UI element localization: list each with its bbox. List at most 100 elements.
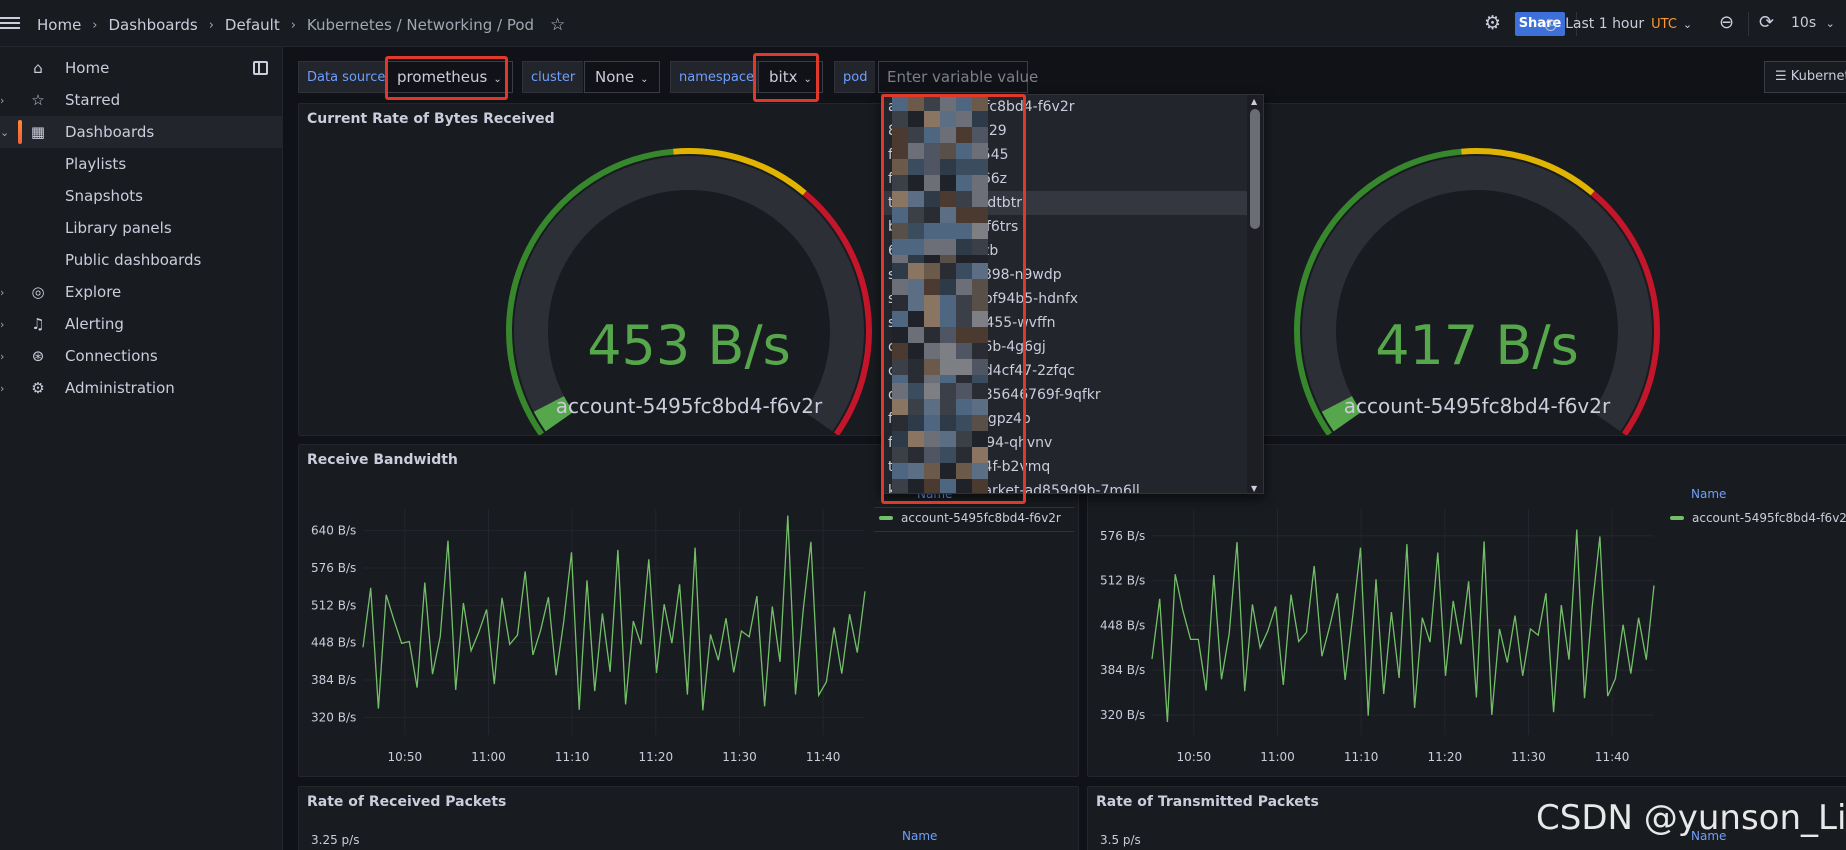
timeseries-panel-transmitted-packets[interactable]: Rate of Transmitted Packets 3.5 p/s Name <box>1087 786 1846 850</box>
datasource-select[interactable]: prometheus ⌄ <box>386 61 513 93</box>
mosaic-pixel <box>972 343 988 359</box>
y-tick-label: 448 B/s <box>311 636 356 650</box>
pod-option[interactable]: kubiex-dax-market-ad859d9b-7m6ll <box>888 483 1140 494</box>
mosaic-pixel <box>972 383 988 399</box>
y-tick-label: 576 B/s <box>311 561 356 575</box>
y-tick-label: 320 B/s <box>311 710 356 724</box>
gauge-threshold-band <box>673 148 807 196</box>
namespace-select[interactable]: bitx ⌄ <box>758 61 823 93</box>
chevron-right-icon[interactable]: › <box>0 93 5 107</box>
sidebar-item-connections[interactable]: › ⊛ Connections <box>0 340 283 372</box>
mosaic-pixel <box>956 295 972 311</box>
mosaic-pixel <box>972 463 988 479</box>
breadcrumb-default[interactable]: Default <box>224 16 280 34</box>
x-tick-label: 11:20 <box>1428 750 1463 764</box>
legend-divider <box>874 507 1074 508</box>
gauge-threshold-band <box>1294 148 1462 435</box>
star-icon[interactable]: ☆ <box>550 15 566 35</box>
panel-title: Current Rate of Bytes Received <box>307 111 555 127</box>
rows-button[interactable]: ☰ Kubernetes <box>1764 61 1846 93</box>
mosaic-pixel <box>956 207 972 223</box>
refresh-interval-picker[interactable]: 10s ⌄ <box>1791 15 1835 31</box>
chevron-down-icon[interactable]: ⌄ <box>0 125 10 139</box>
timeseries-panel-receive-bandwidth[interactable]: Receive Bandwidth 640 B/s 576 B/s 512 B/s 4… <box>298 444 1079 777</box>
sidebar-item-dashboards[interactable]: ⌄ ▦ Dashboards <box>0 116 283 148</box>
sidebar-item-starred[interactable]: › ☆ Starred <box>0 84 283 116</box>
pod-input[interactable]: Enter variable value <box>878 61 1038 93</box>
menu-icon[interactable] <box>0 14 22 36</box>
mosaic-pixel <box>892 295 908 311</box>
mosaic-pixel <box>892 263 908 279</box>
mosaic-pixel <box>972 447 988 463</box>
timeseries-panel-received-packets[interactable]: Rate of Received Packets 3.25 p/s Name <box>298 786 1079 850</box>
mosaic-pixel <box>924 191 940 207</box>
mosaic-pixel <box>940 383 956 399</box>
gear-icon[interactable]: ⚙ <box>1484 12 1502 34</box>
mosaic-pixel <box>924 327 940 343</box>
mosaic-pixel <box>956 343 972 359</box>
chevron-right-icon[interactable]: › <box>0 317 5 331</box>
zoom-out-icon[interactable]: ⊖ <box>1719 12 1735 33</box>
legend-item[interactable]: account-5495fc8bd4-f6v2r <box>879 511 1061 525</box>
sidebar-item-playlists[interactable]: Playlists <box>0 148 283 180</box>
mosaic-pixel <box>892 223 908 239</box>
mosaic-pixel <box>908 399 924 415</box>
y-tick-label: 448 B/s <box>1100 618 1145 632</box>
sidebar-item-home[interactable]: ⌂ Home <box>0 52 283 84</box>
series-line[interactable] <box>362 515 866 711</box>
series-line[interactable] <box>1151 529 1655 723</box>
chevron-right-icon[interactable]: › <box>0 349 5 363</box>
legend-divider <box>874 531 1074 532</box>
breadcrumb-dashboards[interactable]: Dashboards <box>108 16 198 34</box>
scroll-down-icon[interactable]: ▼ <box>1251 484 1258 493</box>
mosaic-pixel <box>924 207 940 223</box>
mosaic-pixel <box>892 143 908 159</box>
sidebar-item-explore[interactable]: › ◎ Explore <box>0 276 283 308</box>
gauge-threshold-band <box>506 148 674 435</box>
legend-item[interactable]: account-5495fc8bd4-f6v2r <box>1670 511 1846 525</box>
mosaic-pixel <box>972 207 988 223</box>
namespace-value: bitx <box>769 68 798 86</box>
cluster-select[interactable]: None ⌄ <box>584 61 660 93</box>
sidebar-item-administration[interactable]: › ⚙ Administration <box>0 372 283 404</box>
scroll-up-icon[interactable]: ▲ <box>1251 97 1258 106</box>
y-tick-label: 320 B/s <box>1100 708 1145 722</box>
mosaic-pixel <box>972 431 988 447</box>
mosaic-pixel <box>908 479 924 493</box>
timeseries-panel-transmit-bandwidth[interactable]: 576 B/s 512 B/s 448 B/s 384 B/s 320 B/s 10:50… <box>1087 444 1846 777</box>
chevron-right-icon: › <box>290 17 296 33</box>
sidebar-item-public-dashboards[interactable]: Public dashboards <box>0 244 283 276</box>
gauge-series-name: account-5495fc8bd4-f6v2r <box>1343 394 1611 418</box>
gauge-threshold-band <box>1590 190 1660 435</box>
scrollbar-thumb[interactable] <box>1250 109 1260 229</box>
mosaic-pixel <box>940 415 956 431</box>
breadcrumb-home[interactable]: Home <box>37 16 82 34</box>
refresh-icon[interactable]: ⟳ <box>1759 12 1775 33</box>
top-bar: Home › Dashboards › Default › Kubernetes… <box>0 0 1846 47</box>
sidebar-item-snapshots[interactable]: Snapshots <box>0 180 283 212</box>
apps-icon: ▦ <box>30 123 46 141</box>
mosaic-pixel <box>940 327 956 343</box>
divider <box>1576 12 1577 36</box>
dropdown-scrollbar[interactable]: ▲ ▼ <box>1247 95 1263 493</box>
mosaic-pixel <box>908 279 924 295</box>
mosaic-pixel <box>908 383 924 399</box>
time-range-picker[interactable]: ◷ Last 1 hour UTC ⌄ <box>1544 15 1692 33</box>
mosaic-pixel <box>972 239 988 255</box>
sidebar-item-alerting[interactable]: › ♫ Alerting <box>0 308 283 340</box>
pod-options-dropdown[interactable]: account-5495fc8bd4-f6v2r 89565896-xzn29 … <box>881 94 1264 494</box>
cluster-variable-label: cluster <box>522 61 584 93</box>
share-button[interactable]: Share <box>1515 12 1565 36</box>
chevron-right-icon[interactable]: › <box>0 285 5 299</box>
mosaic-pixel <box>892 127 908 143</box>
mosaic-pixel <box>956 383 972 399</box>
chevron-right-icon[interactable]: › <box>0 381 5 395</box>
dock-menu-icon[interactable] <box>253 61 268 75</box>
mosaic-pixel <box>972 191 988 207</box>
cluster-value: None <box>595 68 635 86</box>
y-tick-label: 512 B/s <box>311 598 356 612</box>
divider <box>1748 12 1749 36</box>
datasource-variable-label: Data source <box>298 61 394 93</box>
x-tick-label: 11:20 <box>639 750 674 764</box>
sidebar-item-library-panels[interactable]: Library panels <box>0 212 283 244</box>
